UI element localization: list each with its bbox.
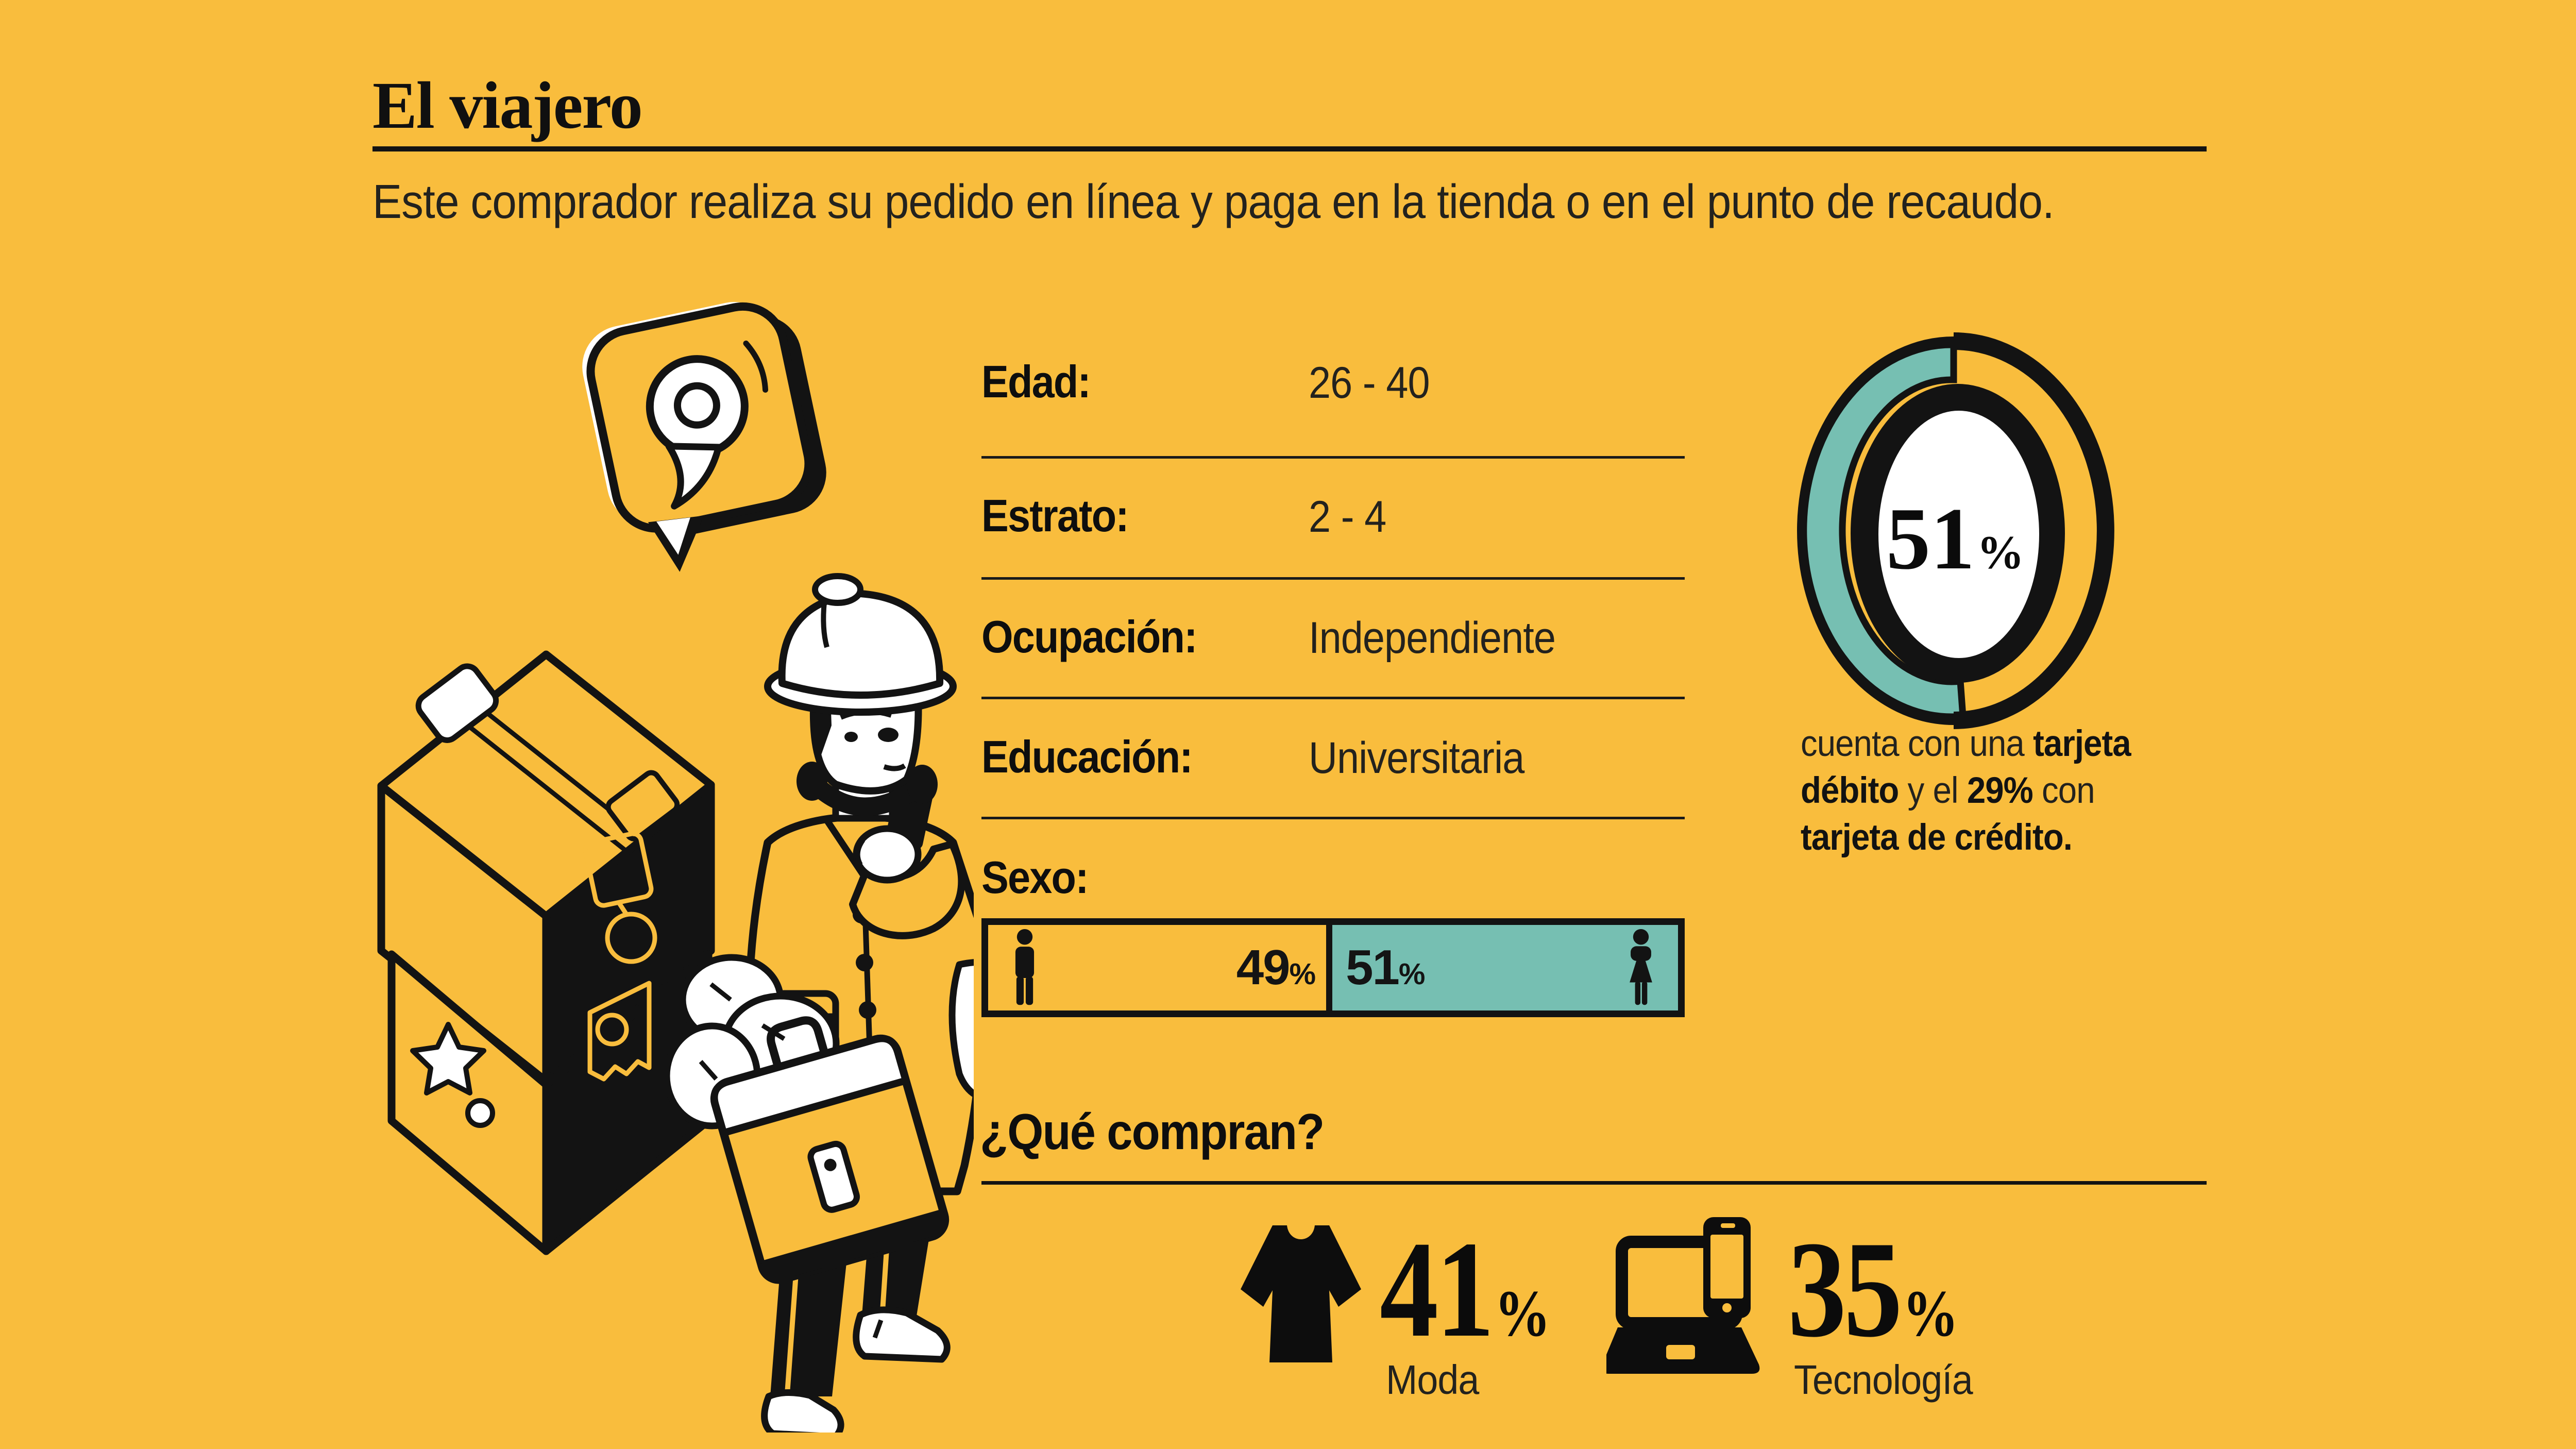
package-boxes <box>377 650 715 1255</box>
box-sticker <box>415 663 499 743</box>
traveler-illustration <box>377 302 974 1433</box>
row-label-edad: Edad: <box>981 356 1091 407</box>
row-value-educacion: Universitaria <box>1309 733 1524 783</box>
gender-male-segment: 49% <box>988 925 1326 1010</box>
receipt-doodle <box>587 981 652 1082</box>
devices-icon <box>1606 1217 1760 1374</box>
sneaker <box>853 1306 951 1363</box>
tshirt-icon <box>1241 1225 1361 1362</box>
moda-stat: 41% <box>1380 1212 1551 1366</box>
location-pin-bubble-icon <box>582 302 826 572</box>
tecnologia-label: Tecnología <box>1794 1357 1973 1403</box>
debit-caption: cuenta con una tarjeta débito y el 29% c… <box>1801 723 2131 858</box>
donut-center-label: 51% <box>1886 490 2024 588</box>
female-percentage: 51% <box>1346 940 1425 995</box>
male-percentage: 49% <box>1236 940 1316 995</box>
shoe <box>761 1389 844 1433</box>
traveler-figure <box>663 573 974 1433</box>
female-icon <box>1630 929 1652 1005</box>
row-divider <box>981 577 1685 580</box>
title-divider <box>372 146 2207 151</box>
gender-split-bar: 49% 51% <box>981 918 1685 1017</box>
hand <box>853 825 922 884</box>
row-value-estrato: 2 - 4 <box>1309 492 1386 542</box>
star-sticker <box>410 1022 486 1096</box>
row-label-estrato: Estrato: <box>981 490 1129 541</box>
debit-card-donut-chart: 51% <box>1797 332 2114 729</box>
row-divider <box>981 456 1685 459</box>
row-value-ocupacion: Independiente <box>1309 613 1556 663</box>
row-divider <box>981 817 1685 819</box>
male-icon <box>1015 929 1035 1005</box>
traveler-head <box>764 573 957 822</box>
row-label-educacion: Educación: <box>981 731 1193 782</box>
purchases-heading: ¿Qué compran? <box>980 1103 1325 1160</box>
page-subtitle: Este comprador realiza su pedido en líne… <box>372 175 2055 228</box>
row-divider <box>981 697 1685 699</box>
row-value-edad: 26 - 40 <box>1309 358 1430 408</box>
row-label-sexo: Sexo: <box>981 852 1089 903</box>
row-label-ocupacion: Ocupación: <box>981 611 1197 662</box>
gender-female-segment: 51% <box>1326 925 1678 1010</box>
page-title: El viajero <box>372 69 643 143</box>
hard-hat-icon <box>778 590 944 699</box>
moda-label: Moda <box>1386 1357 1479 1403</box>
tecnologia-stat: 35% <box>1788 1212 1959 1366</box>
purchases-divider <box>981 1181 2207 1185</box>
briefcase-icon <box>710 1016 950 1284</box>
